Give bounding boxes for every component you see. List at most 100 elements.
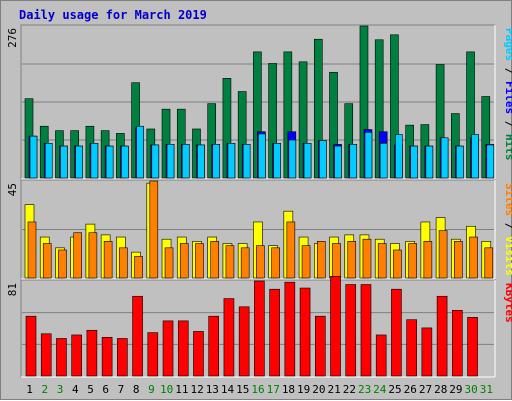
pages-bar [395, 134, 403, 179]
sites-bar [301, 245, 311, 279]
kbytes-bar [467, 317, 478, 377]
kbytes-bar [56, 338, 67, 377]
kbytes-bar [193, 331, 204, 377]
sites-bar [88, 232, 98, 279]
day-label: 16 [251, 383, 264, 396]
pages-bar [151, 144, 160, 179]
day-label: 28 [434, 383, 447, 396]
day-label: 4 [72, 383, 79, 396]
day-label: 21 [328, 383, 341, 396]
legend: Pages / Files / Hits [503, 28, 512, 161]
day-label: 11 [175, 383, 188, 396]
legend-entry: Sites [503, 183, 512, 216]
y-max-label: 45 [6, 183, 19, 196]
legend: Sites / Visits [503, 183, 512, 276]
kbytes-bar [330, 276, 341, 377]
sites-bar [362, 238, 372, 279]
day-label: 9 [148, 383, 155, 396]
kbytes-bar [360, 284, 372, 377]
legend-entry: / [503, 114, 512, 134]
pages-bar [166, 144, 175, 179]
day-label: 20 [312, 383, 325, 396]
kbytes-bar [177, 320, 189, 377]
sites-bar [316, 241, 326, 279]
pages-bar [410, 145, 418, 179]
pages-bar [471, 134, 479, 179]
day-label: 19 [297, 383, 310, 396]
chart-panels: 276 Pages / Files / Hits 45 Sites / Visits8… [6, 24, 512, 378]
pages-bar [60, 145, 68, 179]
pages-bar [303, 143, 312, 179]
sites-bar [286, 221, 296, 279]
day-label: 13 [206, 383, 219, 396]
panel-1: 276 Pages / Files / Hits [6, 24, 512, 180]
pages-bar [258, 133, 266, 179]
pages-bar [105, 145, 114, 179]
pages-bar [29, 135, 38, 179]
sites-bar [347, 241, 357, 279]
day-label: 15 [236, 383, 249, 396]
pages-bar [486, 144, 495, 179]
day-label: 27 [419, 383, 432, 396]
kbytes-bar [299, 287, 311, 377]
legend-entry: Hits [503, 134, 512, 161]
kbytes-bar [101, 336, 113, 377]
sites-bar [423, 241, 433, 279]
pages-bar [273, 143, 281, 179]
day-label: 25 [388, 383, 401, 396]
pages-bar [181, 144, 190, 179]
kbytes-bar [406, 319, 417, 377]
sites-bar [438, 230, 448, 279]
kbytes-bar [147, 332, 159, 377]
day-label: 23 [358, 383, 371, 396]
sites-bar [332, 243, 341, 279]
sites-bar [454, 241, 463, 279]
chart-title: Daily usage for March 2019 [19, 8, 207, 22]
kbytes-bar [162, 320, 174, 377]
day-label: 22 [343, 383, 356, 396]
legend-entry: / [503, 216, 512, 236]
sites-bar [408, 243, 417, 279]
pages-bar [318, 140, 327, 179]
sites-bar [195, 243, 204, 279]
pages-bar [90, 143, 99, 179]
kbytes-bar [391, 288, 402, 377]
kbytes-bar [436, 295, 448, 377]
sites-bar [240, 247, 250, 279]
panel-3: 81 KBytes [6, 276, 512, 378]
sites-bar [256, 245, 265, 279]
day-label: 8 [133, 383, 140, 396]
sites-bar [164, 247, 174, 279]
pages-bar [349, 144, 358, 179]
day-label: 12 [190, 383, 203, 396]
legend-entry: Pages [503, 28, 512, 61]
kbytes-bar [40, 333, 52, 377]
sites-bar [179, 243, 189, 279]
pages-bar [334, 145, 342, 179]
kbytes-bar [345, 284, 357, 377]
sites-bar [103, 241, 113, 279]
day-label: 26 [404, 383, 417, 396]
kbytes-bar [284, 281, 296, 377]
day-label: 24 [373, 383, 387, 396]
pages-bar [379, 143, 388, 179]
day-label: 6 [102, 383, 109, 396]
sites-bar [149, 180, 159, 279]
kbytes-bar [208, 315, 220, 377]
day-label: 14 [221, 383, 235, 396]
day-label: 29 [449, 383, 462, 396]
day-label: 17 [267, 383, 280, 396]
day-labels: 1 2 3 4 5 6 7 8 9 10 11 12 13 14 15 16 17 18 19 20 21 22 23 24 2… [26, 383, 493, 396]
pages-bar [197, 144, 205, 179]
sites-bar [58, 249, 67, 279]
legend-entry: / [503, 61, 512, 81]
day-label: 10 [160, 383, 173, 396]
legend-entry: Files [503, 81, 512, 114]
kbytes-bar [269, 288, 280, 377]
day-label: 18 [282, 383, 295, 396]
pages-bar [212, 144, 221, 179]
y-max-label: 276 [6, 28, 19, 48]
sites-bar [393, 249, 402, 279]
day-label: 7 [118, 383, 125, 396]
